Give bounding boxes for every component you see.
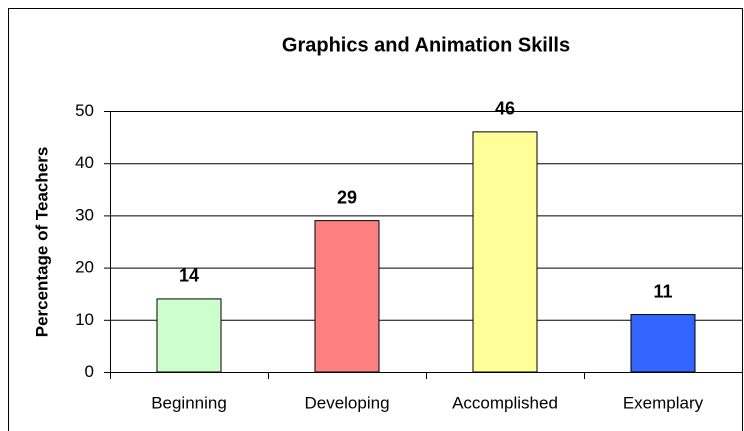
y-tick-label: 0 <box>85 362 94 381</box>
chart-title: Graphics and Animation Skills <box>282 34 570 56</box>
x-tick-label: Exemplary <box>623 393 704 412</box>
bar <box>472 131 538 373</box>
data-label: 46 <box>495 99 515 119</box>
x-tick-label: Accomplished <box>452 393 558 412</box>
y-tick-label: 20 <box>75 258 94 277</box>
y-tick-label: 30 <box>75 205 94 224</box>
bar <box>314 220 380 373</box>
bar <box>630 314 696 373</box>
y-tick-label: 50 <box>75 101 94 120</box>
data-label: 14 <box>179 266 199 286</box>
y-axis-label: Percentage of Teachers <box>32 147 51 338</box>
y-tick-label: 40 <box>75 153 94 172</box>
data-label: 11 <box>653 281 672 301</box>
x-tick-label: Beginning <box>151 393 227 412</box>
x-tick-label: Developing <box>304 393 389 412</box>
bar <box>156 298 222 373</box>
y-tick-label: 10 <box>75 310 94 329</box>
data-label: 29 <box>337 187 357 207</box>
